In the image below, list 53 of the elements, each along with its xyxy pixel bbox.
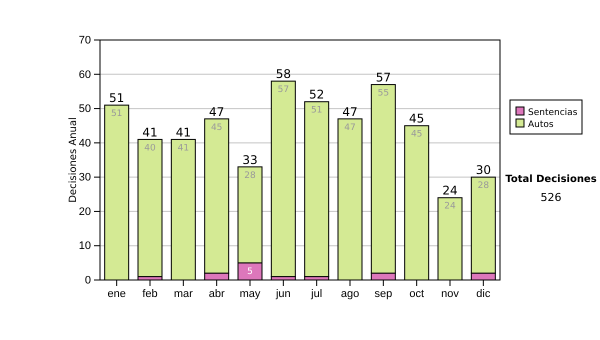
x-tick-label: nov	[441, 288, 460, 300]
x-tick-label: mar	[174, 288, 194, 300]
data-label: 45	[410, 130, 422, 140]
x-tick-label: may	[240, 288, 261, 300]
total-label: 52	[309, 88, 324, 102]
text: Total Decisiones	[505, 174, 597, 185]
data-label: 47	[344, 122, 356, 133]
y-tick-label: 20	[78, 206, 91, 218]
data-label: 51	[110, 109, 122, 120]
total-label: 24	[442, 184, 458, 198]
total-label: 47	[342, 104, 358, 119]
x-tick-label: ago	[340, 288, 360, 300]
data-label: 55	[378, 88, 390, 99]
data-label: 28	[244, 170, 256, 181]
x-tick-label: sep	[374, 288, 392, 300]
data-label: 57	[278, 85, 290, 96]
x-tick-label: abr	[208, 288, 225, 300]
legend-label: Autos	[528, 120, 554, 130]
total-label: 30	[476, 163, 491, 178]
total-label: 41	[142, 125, 158, 140]
bar	[270, 80, 296, 278]
total-label: 41	[176, 125, 191, 140]
data-label: 45	[210, 122, 222, 133]
text: 526	[540, 191, 562, 204]
x-tick-label: jul	[310, 288, 322, 300]
y-tick-label: 40	[78, 137, 91, 150]
bar	[138, 138, 162, 278]
total-label: 51	[109, 91, 124, 106]
total-label: 47	[209, 104, 224, 119]
y-tick-label: 60	[78, 68, 91, 81]
y-tick-label: 70	[78, 34, 91, 47]
y-tick-label: 30	[78, 172, 91, 184]
data-label: 41	[178, 143, 190, 154]
bar	[304, 101, 330, 278]
y-axis-title: Decisiones Anual	[68, 117, 79, 203]
data-label: 28	[478, 181, 490, 192]
x-tick-label: jun	[274, 288, 291, 300]
y-tick-label: 0	[84, 274, 91, 287]
data-label: 5	[247, 266, 253, 277]
total-label: 45	[409, 112, 424, 126]
data-label: 24	[444, 202, 456, 212]
x-tick-label: dic	[476, 288, 491, 300]
x-tick-label: oct	[409, 288, 424, 300]
y-tick-label: 10	[78, 240, 91, 252]
legend-label: Sentencias	[528, 108, 578, 118]
total-label: 57	[376, 70, 391, 85]
y-tick-label: 50	[78, 103, 91, 116]
total-label: 58	[276, 67, 291, 82]
data-label: 51	[310, 106, 322, 116]
x-tick-label: ene	[107, 288, 126, 300]
x-tick-label: feb	[142, 288, 158, 300]
total-label: 33	[242, 152, 258, 167]
data-label: 40	[144, 143, 156, 154]
